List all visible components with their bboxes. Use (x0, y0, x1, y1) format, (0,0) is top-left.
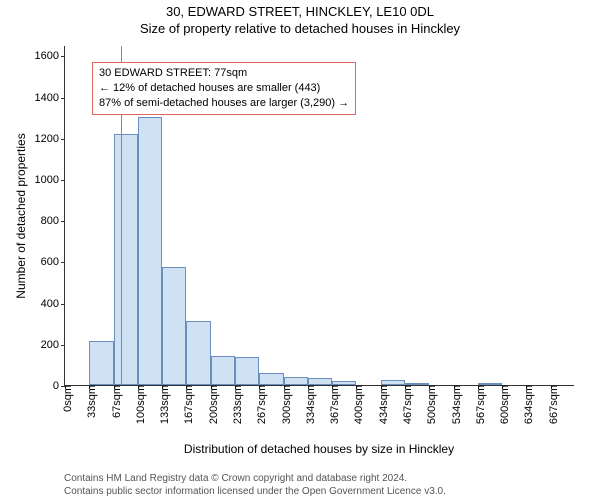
x-tick-label: 367sqm (323, 385, 341, 424)
title-address: 30, EDWARD STREET, HINCKLEY, LE10 0DL (0, 4, 600, 19)
x-tick-label: 167sqm (177, 385, 195, 424)
footer-attribution: Contains HM Land Registry data © Crown c… (64, 472, 446, 498)
annotation-callout: 30 EDWARD STREET: 77sqm ← 12% of detache… (92, 62, 356, 115)
x-tick-label: 434sqm (372, 385, 390, 424)
y-tick-label: 1200 (35, 133, 65, 145)
y-tick-label: 1000 (35, 174, 65, 186)
histogram-bar (138, 117, 162, 385)
title-subtitle: Size of property relative to detached ho… (0, 21, 600, 36)
histogram-bar (162, 267, 186, 385)
x-tick-label: 634sqm (517, 385, 535, 424)
histogram-bar (114, 134, 138, 385)
annotation-line-3: 87% of semi-detached houses are larger (… (99, 96, 349, 111)
x-tick-label: 67sqm (105, 385, 123, 418)
x-tick-label: 567sqm (469, 385, 487, 424)
histogram-bar (89, 341, 113, 385)
x-tick-label: 233sqm (226, 385, 244, 424)
x-tick-label: 267sqm (250, 385, 268, 424)
x-tick-label: 500sqm (420, 385, 438, 424)
x-tick-label: 334sqm (299, 385, 317, 424)
y-tick-label: 800 (41, 215, 65, 227)
x-tick-label: 600sqm (493, 385, 511, 424)
histogram-bar (308, 378, 332, 385)
histogram-bar (259, 373, 283, 385)
y-tick-label: 400 (41, 298, 65, 310)
annotation-line-1: 30 EDWARD STREET: 77sqm (99, 66, 349, 81)
histogram-bar (211, 356, 235, 385)
x-tick-label: 133sqm (153, 385, 171, 424)
y-tick-label: 200 (41, 339, 65, 351)
x-tick-label: 300sqm (275, 385, 293, 424)
footer-line-1: Contains HM Land Registry data © Crown c… (64, 472, 446, 485)
histogram-bar (284, 377, 308, 385)
y-tick-label: 1400 (35, 92, 65, 104)
footer-line-2: Contains public sector information licen… (64, 485, 446, 498)
x-tick-label: 400sqm (347, 385, 365, 424)
x-tick-label: 200sqm (202, 385, 220, 424)
x-axis-label: Distribution of detached houses by size … (184, 442, 454, 456)
annotation-line-2: ← 12% of detached houses are smaller (44… (99, 81, 349, 96)
x-tick-label: 0sqm (56, 385, 74, 412)
x-tick-label: 667sqm (542, 385, 560, 424)
x-tick-label: 100sqm (129, 385, 147, 424)
x-tick-label: 534sqm (445, 385, 463, 424)
x-tick-label: 467sqm (396, 385, 414, 424)
y-tick-label: 600 (41, 256, 65, 268)
y-tick-label: 1600 (35, 50, 65, 62)
x-tick-label: 33sqm (80, 385, 98, 418)
y-axis-label: Number of detached properties (14, 133, 28, 298)
histogram-bar (235, 357, 259, 385)
histogram-bar (186, 321, 210, 385)
